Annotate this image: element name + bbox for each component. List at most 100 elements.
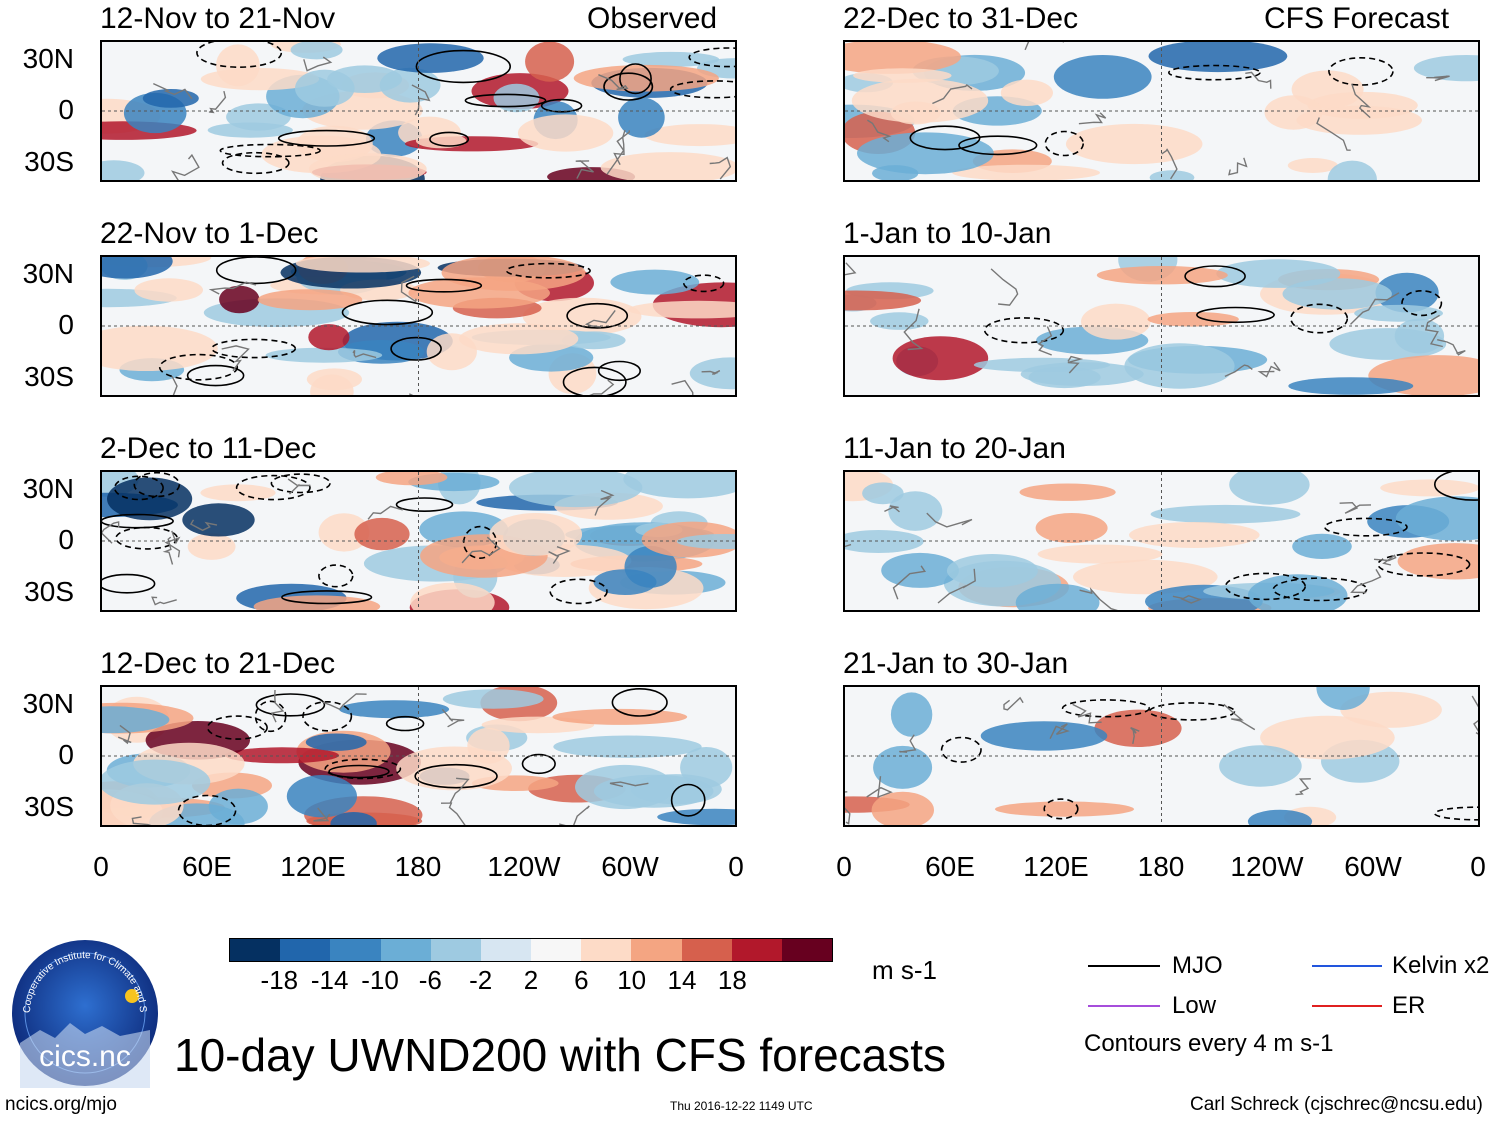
anomaly-blob xyxy=(600,152,735,180)
observed-map-panel xyxy=(100,255,737,397)
coastline xyxy=(352,349,377,359)
coastline xyxy=(153,82,193,100)
anomaly-blob xyxy=(881,552,959,588)
coastline xyxy=(990,268,1019,306)
anomaly-blob xyxy=(1065,123,1203,165)
x-tick-label: 180 xyxy=(394,851,442,882)
mjo-contour xyxy=(177,794,237,825)
source-url[interactable]: ncics.org/mjo xyxy=(5,1094,117,1115)
colorbar-label: -18 xyxy=(260,965,299,995)
mjo-contour xyxy=(395,497,454,512)
anomaly-blob xyxy=(1327,160,1377,180)
timestamp: Thu 2016-12-22 1149 UTC xyxy=(670,1099,813,1113)
coastline xyxy=(1003,696,1024,711)
anomaly-blob xyxy=(1015,583,1100,610)
coastline xyxy=(1228,157,1248,176)
anomaly-blob xyxy=(216,44,260,87)
anomaly-blob xyxy=(1219,745,1302,787)
colorbar-cell xyxy=(531,939,582,961)
y-tick-label: 30N xyxy=(22,473,74,504)
anomaly-blob xyxy=(102,325,218,371)
coastline xyxy=(548,546,571,564)
coastline xyxy=(461,536,501,564)
coastline xyxy=(899,734,917,753)
colorbar-label: -6 xyxy=(418,965,442,995)
colorbar xyxy=(229,938,833,962)
mjo-contour xyxy=(277,129,376,147)
x-tick-label: 0 xyxy=(728,851,744,882)
coastline xyxy=(1350,292,1400,325)
anomaly-blob xyxy=(845,530,924,553)
anomaly-blob xyxy=(200,484,276,502)
legend-label-low: Low xyxy=(1172,992,1217,1019)
coastline xyxy=(1024,42,1064,51)
mjo-contour xyxy=(1061,699,1150,718)
coastline xyxy=(1257,361,1281,378)
coastline xyxy=(594,489,615,516)
anomaly-blob xyxy=(1147,312,1239,327)
panel-title: 12-Dec to 21-Dec xyxy=(100,647,336,680)
coastline xyxy=(1437,339,1466,356)
mjo-contour xyxy=(341,299,434,326)
legend-swatch-er xyxy=(1312,1005,1382,1007)
coastline xyxy=(1224,364,1253,378)
coastline xyxy=(367,505,404,520)
coastline xyxy=(937,568,976,604)
anomaly-blob xyxy=(1247,809,1313,825)
anomaly-blob xyxy=(308,153,427,180)
coastline xyxy=(903,308,924,351)
colorbar-cell xyxy=(731,939,782,961)
coastline xyxy=(709,156,732,180)
coastline xyxy=(117,724,132,745)
legend-label-kelvin: Kelvin x2 xyxy=(1392,952,1490,979)
anomaly-blob xyxy=(873,745,933,789)
anomaly-blob xyxy=(862,482,904,505)
mjo-contour xyxy=(211,338,297,359)
mjo-contour xyxy=(186,364,245,387)
coastline xyxy=(1316,117,1351,151)
coastline xyxy=(151,596,177,606)
colorbar-cell xyxy=(330,939,381,961)
anomaly-blob xyxy=(306,368,362,391)
anomaly-blob xyxy=(1019,483,1116,501)
coastline xyxy=(411,84,431,116)
anomaly-blob xyxy=(1081,303,1151,340)
forecast-map-panel xyxy=(843,40,1480,182)
y-tick-label: 30S xyxy=(24,576,74,607)
colorbar-label: 18 xyxy=(717,965,747,995)
anomaly-blob xyxy=(493,83,540,113)
mjo-contour xyxy=(909,125,981,151)
coastline xyxy=(1049,723,1070,740)
x-tick-label: 60W xyxy=(1344,851,1402,882)
anomaly-blob xyxy=(295,257,430,273)
anomaly-blob xyxy=(187,533,236,560)
coastline xyxy=(170,153,200,180)
panel-title: 11-Jan to 20-Jan xyxy=(843,432,1066,465)
anomaly-blob xyxy=(1375,272,1439,313)
panel-title: 21-Jan to 30-Jan xyxy=(843,647,1069,680)
colorbar-label: 2 xyxy=(523,965,539,995)
forecast-map-panel xyxy=(843,685,1480,827)
anomaly-blob xyxy=(890,101,941,125)
anomaly-blob xyxy=(853,68,952,83)
coastline xyxy=(221,345,250,372)
anomaly-field xyxy=(845,257,1478,395)
x-tick-label: 0 xyxy=(1470,851,1486,882)
anomaly-field xyxy=(845,42,1478,180)
forecast-map-panel xyxy=(843,255,1480,397)
anomaly-blob xyxy=(1073,559,1218,595)
y-tick-label: 30S xyxy=(24,146,74,177)
mjo-contour xyxy=(549,578,608,605)
coastline xyxy=(1161,148,1178,180)
coastline xyxy=(440,777,470,804)
mjo-contour xyxy=(113,475,164,501)
anomaly-blob xyxy=(1292,533,1352,559)
coastline xyxy=(926,512,973,528)
anomaly-blob xyxy=(892,336,989,381)
mjo-contour xyxy=(158,353,239,381)
x-tick-label: 120W xyxy=(487,851,561,882)
anomaly-blob xyxy=(1229,472,1310,505)
mjo-contour xyxy=(270,473,331,494)
anomaly-blob xyxy=(1394,318,1445,354)
mjo-contour xyxy=(1224,572,1307,601)
